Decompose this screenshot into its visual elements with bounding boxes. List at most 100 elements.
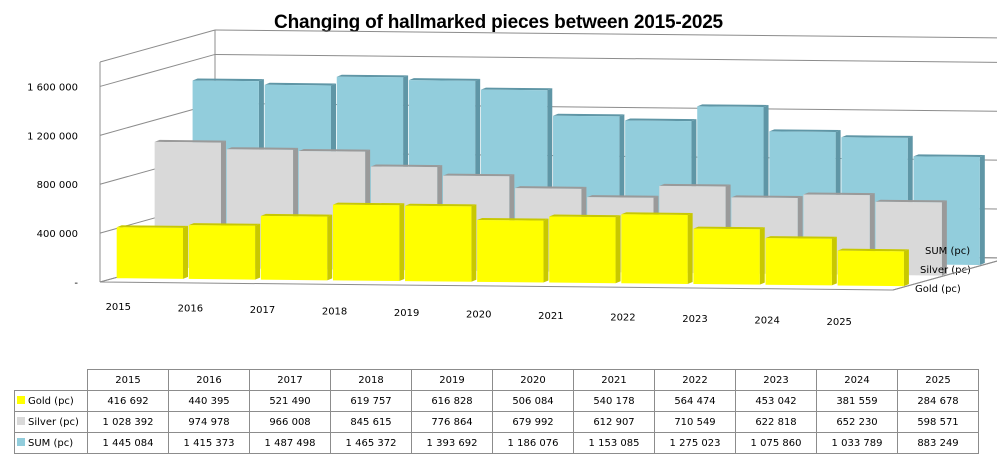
table-year-header: 2023 xyxy=(735,369,817,391)
table-cell: 616 828 xyxy=(411,390,493,412)
legend-entry: Gold (pc) xyxy=(14,390,88,412)
bar-top xyxy=(731,195,803,198)
bar-side xyxy=(183,225,189,279)
gridline-left xyxy=(99,29,216,63)
bar-top xyxy=(693,226,765,230)
table-cell: 966 008 xyxy=(249,411,331,433)
table-cell: 1 186 076 xyxy=(492,432,574,454)
bar-side xyxy=(903,249,909,287)
table-cell: 453 042 xyxy=(735,390,817,412)
table-corner xyxy=(14,369,88,391)
table-row: Silver (pc) 1 028 392 974 978 966 008 845 61… xyxy=(14,411,979,433)
table-cell: 612 907 xyxy=(573,411,655,433)
table-cell: 416 692 xyxy=(87,390,169,412)
bar-gold-2017 xyxy=(260,213,333,281)
table-year-header: 2025 xyxy=(897,369,979,391)
bar-top xyxy=(477,217,549,221)
x-tick-label: 2020 xyxy=(466,310,491,321)
bar-top xyxy=(332,202,405,206)
x-tick-label: 2023 xyxy=(682,314,707,325)
bar-side xyxy=(255,223,261,280)
gridline xyxy=(214,53,997,63)
legend-swatch xyxy=(17,416,25,425)
legend-swatch xyxy=(17,437,25,446)
bar-side xyxy=(979,155,985,266)
bar-top xyxy=(697,104,769,107)
bar-top xyxy=(625,118,697,122)
bar-top xyxy=(298,149,371,152)
table-year-header: 2017 xyxy=(249,369,331,391)
table-year-header: 2016 xyxy=(168,369,250,391)
table-cell: 440 395 xyxy=(168,390,250,412)
legend-label: Gold (pc) xyxy=(28,395,74,407)
bar-top xyxy=(116,225,189,228)
bar-front xyxy=(621,214,688,284)
bar-side xyxy=(543,218,549,283)
bar-front xyxy=(549,216,616,284)
legend-label: Silver (pc) xyxy=(28,416,79,428)
x-axis-ticks: 2015 2016 2017 2018 2019 2020 2021 2022 2023 2024… xyxy=(106,302,852,328)
y-tick-label: 400 000 xyxy=(37,229,78,240)
bar-top xyxy=(188,223,261,226)
table-cell: 540 178 xyxy=(573,390,655,412)
table-cell: 598 571 xyxy=(897,411,979,433)
table-header-row: 2015 2016 2017 2018 2019 2020 2021 2022 2023 2024… xyxy=(14,369,979,391)
bar-top xyxy=(803,192,875,196)
bar-top xyxy=(841,135,913,138)
table-cell: 1 445 084 xyxy=(87,432,169,454)
bar-gold-2020 xyxy=(477,217,549,283)
table-cell: 619 757 xyxy=(330,390,412,412)
table-cell: 381 559 xyxy=(816,390,898,412)
bar-side xyxy=(615,215,621,284)
table-year-header: 2015 xyxy=(87,369,169,391)
bar-front xyxy=(477,219,544,283)
bar-top xyxy=(553,113,625,117)
bar-top xyxy=(442,173,515,177)
bar-gold-2021 xyxy=(549,214,621,284)
table-cell: 776 864 xyxy=(411,411,493,433)
table-cell: 284 678 xyxy=(897,390,979,412)
bar-top xyxy=(192,78,264,82)
x-tick-label: 2018 xyxy=(322,307,347,318)
bar-gold-2018 xyxy=(332,202,405,282)
table-cell: 652 230 xyxy=(816,411,898,433)
bar-top xyxy=(837,248,909,252)
bar-top xyxy=(765,236,837,239)
bar-gold-2022 xyxy=(621,212,693,284)
table-row: Gold (pc) 416 692 440 395 521 490 619 757 616… xyxy=(14,390,979,412)
y-axis-ticks: - 400 000 800 000 1 200 000 1 600 000 xyxy=(27,82,78,289)
table-year-header: 2024 xyxy=(816,369,898,391)
bar-top xyxy=(549,214,621,218)
bar-front xyxy=(260,215,328,281)
table-cell: 1 275 023 xyxy=(654,432,736,454)
depth-axis-line xyxy=(892,260,997,291)
bar-gold-2025 xyxy=(837,248,909,287)
table-cell: 521 490 xyxy=(249,390,331,412)
bar-top xyxy=(587,195,659,198)
bar-side xyxy=(941,200,947,276)
x-tick-label: 2017 xyxy=(250,305,275,316)
bar-top xyxy=(226,147,299,150)
x-tick-label: 2015 xyxy=(106,302,131,313)
legend-entry: SUM (pc) xyxy=(14,432,88,454)
table-cell: 1 033 789 xyxy=(816,432,898,454)
x-tick-label: 2024 xyxy=(754,316,779,327)
bar-top xyxy=(480,87,553,91)
table-cell: 1 075 860 xyxy=(735,432,817,454)
bar-side xyxy=(399,203,405,282)
bar-top xyxy=(370,164,443,168)
bar-front xyxy=(188,225,256,280)
bar-front xyxy=(837,250,904,287)
table-year-header: 2019 xyxy=(411,369,493,391)
depth-axis-label: Silver (pc) xyxy=(920,265,971,276)
table-year-header: 2021 xyxy=(573,369,655,391)
table-cell: 622 818 xyxy=(735,411,817,433)
bar-top xyxy=(154,139,226,143)
bar-top xyxy=(769,129,841,133)
bar-top xyxy=(260,213,333,217)
bar-side xyxy=(831,236,837,286)
table-cell: 1 415 373 xyxy=(168,432,250,454)
table-cell: 506 084 xyxy=(492,390,574,412)
bar-top xyxy=(515,186,587,189)
